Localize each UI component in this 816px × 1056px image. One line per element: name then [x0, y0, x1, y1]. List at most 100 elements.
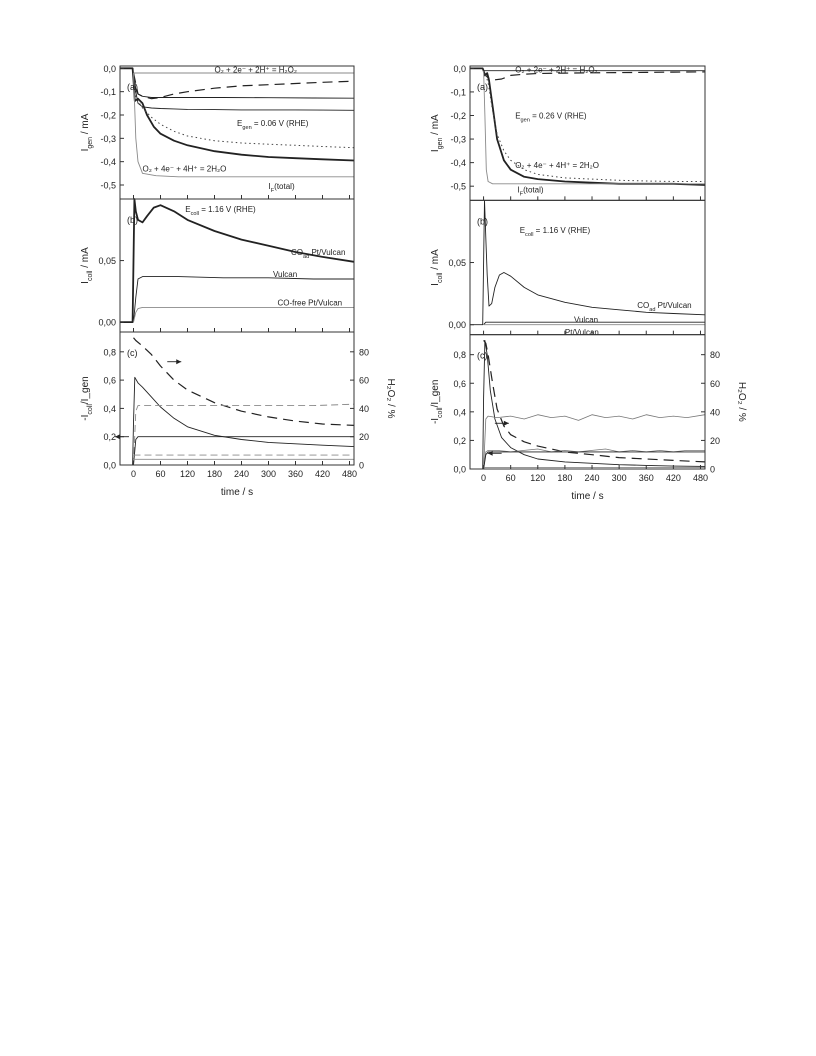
panel-2: 0,0 0,2 0,4 0,6 0,8 0 20 40 60 80 H₂O₂ / % 0 60 120 18…: [430, 334, 747, 483]
series-line-3: [133, 436, 354, 466]
y-tick-label: 0,4: [453, 407, 466, 417]
x-tick-label: 0: [131, 469, 136, 479]
annotation-label: O₂ + 4e⁻ + 4H⁺ = 2H₂O: [515, 161, 599, 170]
panel-0: 0,0 -0,1 -0,2 -0,3 -0,4 -0,5 Igen / mA (a) O₂ + …: [430, 64, 706, 201]
series-line-0: [470, 199, 706, 326]
arrow-head: [115, 434, 120, 440]
y-axis-label: Icoll / mA: [430, 249, 444, 286]
y-axis-label: Icoll / mA: [80, 247, 94, 284]
y-axis-label: -Icoll/I_gen: [80, 376, 94, 420]
y-tick-label: -0,3: [100, 134, 116, 144]
y-tick-label: 0,0: [453, 465, 466, 475]
annotation-label: Ecoll = 1.16 V (RHE): [185, 205, 256, 217]
annotation-label: Egen = 0.26 V (RHE): [515, 111, 587, 123]
right-y-axis-label: H₂O₂ / %: [385, 379, 396, 419]
panel-1: 0,00 0,05 Icoll / mA (b) Ecoll = 1.16 V (RHE…: [430, 199, 706, 337]
y-tick-label: 0,6: [453, 379, 466, 389]
right-figure-column: 0,0 -0,1 -0,2 -0,3 -0,4 -0,5 Igen / mA (a) O₂ + …: [430, 64, 747, 502]
series-line-2: [133, 403, 355, 466]
x-tick-label: 180: [207, 469, 222, 479]
right-y-tick-label: 80: [710, 350, 720, 360]
x-tick-label: 0: [481, 473, 486, 483]
panel-tag: (a): [127, 82, 138, 92]
panel-1: 0,00 0,05 Icoll / mA (b) Ecoll = 1.16 V (RHE…: [80, 198, 355, 333]
annotation-label: COad Pt/Vulcan: [637, 301, 691, 313]
y-axis-label: Igen / mA: [430, 114, 444, 152]
panel-tag: (b): [477, 216, 488, 226]
right-y-tick-label: 20: [710, 436, 720, 446]
y-tick-label: -0,4: [450, 158, 466, 168]
annotation-label: COad Pt/Vulcan: [291, 248, 345, 260]
x-tick-label: 300: [612, 473, 627, 483]
annotation-label: CO-free Pt/Vulcan: [278, 298, 343, 307]
series-line-1: [132, 72, 355, 100]
series-line-5: [133, 72, 354, 178]
right-y-axis-label: H₂O₂ / %: [736, 382, 747, 422]
x-tick-label: 420: [666, 473, 681, 483]
x-tick-label: 420: [315, 469, 330, 479]
x-tick-label: 120: [530, 473, 545, 483]
x-tick-label: 480: [342, 469, 357, 479]
panel-tag: (a): [477, 82, 488, 92]
annotation-label: O₂ + 4e⁻ + 4H⁺ = 2H₂O: [143, 165, 227, 174]
panel-0: 0,0 -0,1 -0,2 -0,3 -0,4 -0,5 Igen / mA (a) O₂ + …: [80, 64, 355, 200]
y-axis-label: Igen / mA: [80, 113, 94, 151]
series-line-2: [133, 72, 355, 149]
y-tick-label: 0,8: [453, 350, 466, 360]
right-y-tick-label: 40: [710, 407, 720, 417]
y-tick-label: 0,2: [103, 432, 116, 442]
x-tick-label: 120: [180, 469, 195, 479]
panel-tag: (b): [127, 215, 138, 225]
arrow-head: [487, 450, 493, 456]
panel-frame: [469, 65, 706, 201]
right-y-tick-label: 0: [710, 465, 715, 475]
y-tick-label: 0,00: [98, 318, 116, 328]
annotation-label: O₂ + 2e⁻ + 2H⁺ = H₂O₂: [515, 66, 597, 75]
x-tick-label: 240: [234, 469, 249, 479]
y-tick-label: 0,05: [448, 258, 466, 268]
series-line-2: [483, 70, 705, 182]
y-tick-label: 0,00: [448, 320, 466, 330]
panel-tag: (c): [127, 348, 138, 358]
series-line-0: [470, 339, 706, 470]
y-tick-label: 0,4: [103, 404, 116, 414]
x-axis-label: time / s: [571, 491, 603, 502]
y-tick-label: 0,6: [103, 376, 116, 386]
annotation-label: Ecoll = 1.16 V (RHE): [520, 226, 591, 238]
series-line-0: [120, 198, 355, 323]
annotation-label: Pt/Vulcan: [565, 328, 599, 337]
x-tick-label: 60: [155, 469, 165, 479]
series-line-3: [483, 70, 705, 185]
y-tick-label: 0,0: [453, 64, 466, 74]
y-tick-label: 0,2: [453, 436, 466, 446]
series-line-3: [133, 72, 355, 111]
series-line-1: [133, 276, 354, 323]
right-y-tick-label: 20: [359, 432, 369, 442]
y-tick-label: 0,05: [98, 256, 116, 266]
annotation-label: Vulcan: [273, 270, 297, 279]
y-tick-label: -0,2: [450, 111, 466, 121]
annotation-label: O₂ + 2e⁻ + 2H⁺ = H₂O₂: [215, 66, 297, 75]
y-tick-label: -0,1: [100, 87, 116, 97]
y-tick-label: 0,8: [103, 347, 116, 357]
panel-frame: [119, 198, 355, 333]
panel-frame: [119, 65, 355, 200]
annotation-label: IF(total): [517, 186, 543, 198]
arrow-head: [176, 359, 182, 365]
y-tick-label: -0,4: [100, 157, 116, 167]
panel-frame: [469, 334, 706, 470]
panel-frame: [119, 331, 355, 466]
series-line-4: [483, 451, 705, 470]
y-tick-label: -0,1: [450, 87, 466, 97]
x-tick-label: 480: [693, 473, 708, 483]
y-tick-label: -0,5: [450, 182, 466, 192]
x-tick-label: 60: [506, 473, 516, 483]
y-tick-label: -0,2: [100, 111, 116, 121]
y-tick-label: -0,3: [450, 135, 466, 145]
annotation-label: IF(total): [269, 182, 295, 194]
x-tick-label: 240: [585, 473, 600, 483]
annotation-label: Vulcan: [574, 316, 598, 325]
series-line-1: [483, 70, 706, 81]
y-tick-label: 0,0: [103, 461, 116, 471]
